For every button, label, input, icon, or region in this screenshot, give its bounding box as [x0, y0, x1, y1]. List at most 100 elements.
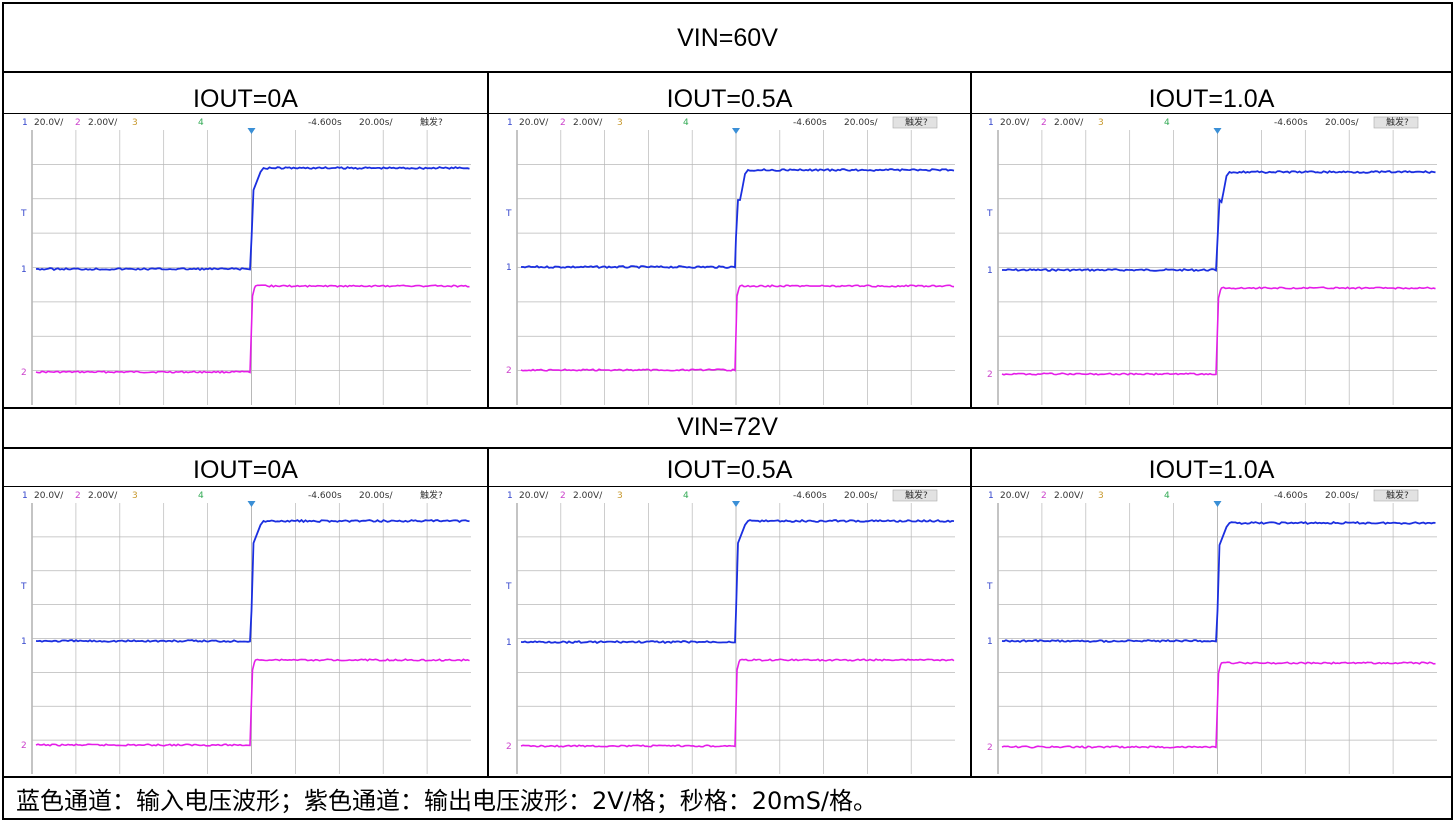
ch4-number: 4: [1164, 118, 1170, 128]
trigger-marker: [1213, 128, 1222, 134]
trigger-level-marker: T: [505, 582, 512, 592]
ch2-ground-marker: 2: [506, 742, 512, 752]
ch1-ground-marker: 1: [987, 637, 993, 647]
delay-readout: -4.600s: [308, 118, 342, 128]
trigger-level-marker: T: [20, 209, 27, 219]
ch1-number: 1: [988, 491, 994, 501]
table-row-divider: [2, 71, 1453, 73]
ch2-scale: 2.00V/: [573, 491, 603, 501]
ch2-scale: 2.00V/: [88, 491, 118, 501]
ch1-input-trace: [1001, 521, 1436, 643]
scope-60v-05a: 1 20.0V/2 2.00V/3 4 -4.600s 20.00s/触发? T 1 2: [505, 116, 956, 406]
scope-display: 1 20.0V/2 2.00V/3 4 -4.600s 20.00s/触发? T 1 2: [20, 116, 471, 405]
ch2-output-trace: [1001, 286, 1436, 376]
label-divider: [2, 486, 1453, 487]
timebase-readout: 20.00s/: [1325, 491, 1359, 501]
trigger-level-marker: T: [986, 209, 993, 219]
trigger-status-box: [892, 116, 938, 129]
ch2-output-trace: [1001, 661, 1436, 749]
table-border-right: [1451, 2, 1453, 820]
ch1-scale: 20.0V/: [1000, 491, 1030, 501]
ch2-ground-marker: 2: [21, 741, 27, 751]
table-border-bottom: [2, 818, 1453, 820]
ch1-input-trace: [35, 166, 470, 272]
ch1-number: 1: [988, 118, 994, 128]
iout-label-0a-top: IOUT=0A: [193, 85, 298, 113]
ch1-input-trace: [520, 168, 955, 270]
ch4-number: 4: [1164, 491, 1170, 501]
vin-60v-title: VIN=60V: [677, 24, 778, 52]
ch4-number: 4: [198, 118, 204, 128]
table-border-top: [2, 2, 1453, 4]
ch4-number: 4: [198, 491, 204, 501]
ch1-input-trace: [35, 518, 470, 643]
ch2-output-trace: [520, 284, 955, 372]
label-divider: [2, 113, 1453, 114]
scope-72v-10a: 1 20.0V/2 2.00V/3 4 -4.600s 20.00s/触发? T 1 2: [986, 489, 1438, 775]
ch2-ground-marker: 2: [987, 370, 993, 380]
ch2-output-trace: [520, 658, 955, 748]
table-row-divider: [2, 407, 1453, 409]
timebase-readout: 20.00s/: [1325, 118, 1359, 128]
delay-readout: -4.600s: [1274, 118, 1308, 128]
ch1-scale: 20.0V/: [34, 118, 64, 128]
table-row-divider: [2, 447, 1453, 449]
ch3-number: 3: [132, 491, 138, 501]
trigger-status: 触发?: [420, 489, 443, 501]
ch2-scale: 2.00V/: [1054, 491, 1084, 501]
scope-60v-0a: 1 20.0V/2 2.00V/3 4 -4.600s 20.00s/触发? T 1 2: [20, 116, 472, 406]
scope-display: 1 20.0V/2 2.00V/3 4 -4.600s 20.00s/触发? T 1 2: [505, 116, 955, 405]
table-row-divider: [2, 776, 1453, 778]
ch2-scale: 2.00V/: [573, 118, 603, 128]
timebase-readout: 20.00s/: [844, 491, 878, 501]
ch1-ground-marker: 1: [21, 637, 27, 647]
column-divider: [487, 71, 489, 409]
trigger-marker: [732, 128, 740, 134]
caption-footer: 蓝色通道：输入电压波形；紫色通道：输出电压波形：2V/格；秒格：20mS/格。: [16, 787, 878, 815]
column-divider: [970, 447, 972, 778]
ch3-number: 3: [132, 118, 138, 128]
timebase-readout: 20.00s/: [359, 491, 393, 501]
ch1-ground-marker: 1: [987, 266, 993, 276]
trigger-level-marker: T: [505, 209, 512, 219]
trigger-status: 触发?: [1386, 116, 1409, 128]
trigger-status: 触发?: [420, 116, 443, 128]
table-border-left: [2, 2, 4, 820]
ch1-ground-marker: 1: [506, 638, 512, 648]
ch1-scale: 20.0V/: [519, 118, 549, 128]
trigger-marker: [247, 128, 256, 134]
ch2-number: 2: [1041, 491, 1047, 501]
ch1-ground-marker: 1: [21, 265, 27, 275]
scope-60v-10a: 1 20.0V/2 2.00V/3 4 -4.600s 20.00s/触发? T 1 2: [986, 116, 1438, 406]
iout-label-05a-bottom: IOUT=0.5A: [666, 456, 793, 484]
iout-label-05a-top: IOUT=0.5A: [666, 85, 793, 113]
ch2-output-trace: [35, 658, 470, 747]
scope-display: 1 20.0V/2 2.00V/3 4 -4.600s 20.00s/触发? T 1 2: [20, 489, 471, 774]
timebase-readout: 20.00s/: [844, 118, 878, 128]
scope-72v-05a: 1 20.0V/2 2.00V/3 4 -4.600s 20.00s/触发? T 1 2: [505, 489, 956, 775]
ch1-ground-marker: 1: [506, 263, 512, 273]
ch3-number: 3: [1098, 491, 1104, 501]
delay-readout: -4.600s: [793, 118, 827, 128]
ch2-ground-marker: 2: [987, 743, 993, 753]
timebase-readout: 20.00s/: [359, 118, 393, 128]
trigger-status-box: [892, 489, 938, 502]
ch3-number: 3: [617, 118, 623, 128]
ch4-number: 4: [683, 491, 689, 501]
delay-readout: -4.600s: [308, 491, 342, 501]
ch1-input-trace: [520, 519, 955, 644]
ch2-number: 2: [75, 118, 81, 128]
scope-display: 1 20.0V/2 2.00V/3 4 -4.600s 20.00s/触发? T 1 2: [505, 489, 955, 774]
ch1-scale: 20.0V/: [1000, 118, 1030, 128]
vin-72v-title: VIN=72V: [677, 413, 778, 441]
trigger-level-marker: T: [986, 582, 993, 592]
ch1-scale: 20.0V/: [34, 491, 64, 501]
ch2-ground-marker: 2: [21, 368, 27, 378]
iout-label-10a-top: IOUT=1.0A: [1148, 85, 1275, 113]
scope-display: 1 20.0V/2 2.00V/3 4 -4.600s 20.00s/触发? T 1 2: [986, 116, 1437, 405]
column-divider: [970, 71, 972, 409]
scope-display: 1 20.0V/2 2.00V/3 4 -4.600s 20.00s/触发? T 1 2: [986, 489, 1437, 774]
ch2-scale: 2.00V/: [1054, 118, 1084, 128]
ch1-input-trace: [1002, 170, 1436, 272]
